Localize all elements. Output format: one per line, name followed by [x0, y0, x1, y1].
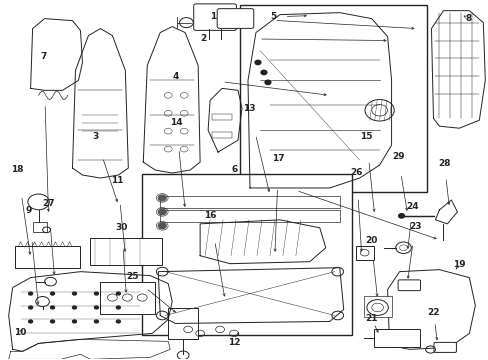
- Circle shape: [50, 292, 54, 295]
- Circle shape: [264, 80, 270, 85]
- Bar: [240, 5, 427, 192]
- Circle shape: [158, 223, 166, 229]
- Bar: [212, 114, 232, 120]
- Circle shape: [29, 320, 33, 323]
- Circle shape: [158, 209, 166, 215]
- Bar: [355, 246, 373, 260]
- Text: 1: 1: [209, 12, 216, 21]
- Text: 25: 25: [126, 272, 138, 281]
- Bar: [168, 307, 198, 339]
- Text: 19: 19: [452, 260, 465, 269]
- Bar: [373, 329, 419, 347]
- Bar: [160, 210, 339, 222]
- FancyBboxPatch shape: [433, 342, 455, 352]
- Text: 15: 15: [360, 132, 372, 141]
- Text: 11: 11: [111, 176, 124, 185]
- Circle shape: [255, 60, 261, 64]
- Text: 22: 22: [427, 308, 439, 317]
- Text: 23: 23: [408, 222, 421, 231]
- Text: 17: 17: [272, 154, 285, 163]
- Text: 24: 24: [406, 202, 418, 211]
- Circle shape: [94, 292, 98, 295]
- Text: 30: 30: [115, 223, 127, 232]
- FancyBboxPatch shape: [217, 9, 253, 28]
- Bar: [142, 174, 351, 336]
- Circle shape: [72, 320, 76, 323]
- Circle shape: [116, 320, 120, 323]
- Bar: [363, 296, 391, 318]
- Text: 2: 2: [200, 34, 206, 43]
- Text: 9: 9: [26, 206, 32, 215]
- Bar: [33, 222, 46, 232]
- Circle shape: [29, 292, 33, 295]
- Text: 4: 4: [173, 72, 179, 81]
- FancyBboxPatch shape: [193, 4, 236, 30]
- Circle shape: [72, 292, 76, 295]
- Text: 27: 27: [42, 199, 55, 208]
- Circle shape: [116, 306, 120, 309]
- Circle shape: [50, 320, 54, 323]
- Text: 6: 6: [231, 165, 237, 174]
- Circle shape: [94, 320, 98, 323]
- Bar: [90, 238, 162, 265]
- Text: 13: 13: [243, 104, 255, 113]
- Bar: [15, 246, 81, 268]
- Bar: [100, 282, 155, 315]
- Circle shape: [158, 195, 166, 201]
- Circle shape: [29, 306, 33, 309]
- Text: 3: 3: [92, 132, 99, 141]
- Text: 20: 20: [365, 237, 377, 246]
- Circle shape: [261, 70, 266, 75]
- Text: 5: 5: [270, 12, 276, 21]
- Circle shape: [50, 306, 54, 309]
- Text: 21: 21: [364, 314, 377, 323]
- Circle shape: [72, 306, 76, 309]
- Circle shape: [116, 292, 120, 295]
- Text: 10: 10: [14, 328, 26, 337]
- Bar: [212, 132, 232, 138]
- Text: 28: 28: [437, 159, 450, 168]
- Text: 14: 14: [169, 118, 182, 127]
- Circle shape: [94, 306, 98, 309]
- Text: 8: 8: [465, 14, 471, 23]
- Text: 18: 18: [12, 165, 24, 174]
- Text: 16: 16: [203, 211, 216, 220]
- Circle shape: [398, 214, 404, 218]
- Text: 26: 26: [350, 168, 362, 177]
- Bar: [160, 196, 339, 208]
- Text: 29: 29: [391, 152, 404, 161]
- Text: 7: 7: [41, 52, 47, 61]
- FancyBboxPatch shape: [397, 280, 420, 291]
- Text: 12: 12: [228, 338, 241, 347]
